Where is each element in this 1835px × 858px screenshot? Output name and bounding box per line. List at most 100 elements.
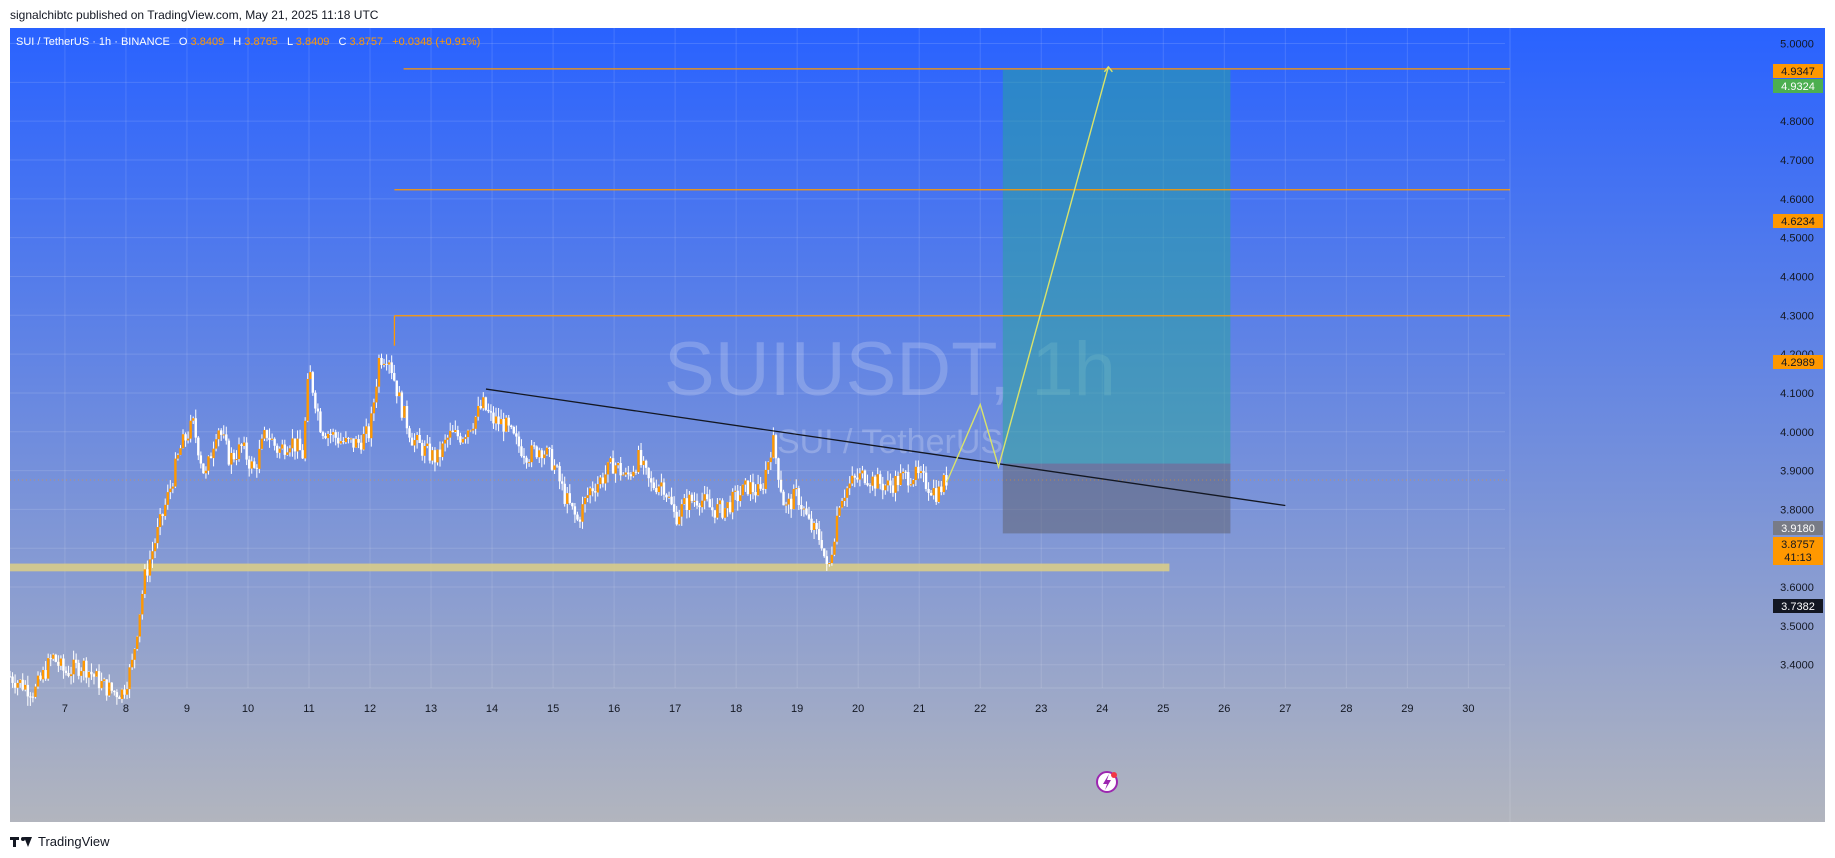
candle-body: [739, 495, 742, 502]
candle-body: [207, 456, 210, 471]
candle-body: [464, 437, 467, 439]
candle-body: [774, 435, 778, 459]
candle-body: [812, 523, 816, 530]
candle-body: [232, 452, 236, 460]
x-tick-label: 7: [62, 703, 68, 715]
candle-body: [858, 473, 862, 480]
legend-open-label: O: [179, 36, 188, 48]
candle-body: [148, 559, 152, 576]
candle-body: [339, 441, 342, 444]
candle-body: [543, 454, 546, 459]
flash-event-icon[interactable]: [1096, 771, 1118, 793]
candle-body: [639, 450, 643, 466]
candle-body: [370, 413, 373, 439]
axes: 5.00004.90004.80004.70004.60004.50004.40…: [10, 28, 1814, 822]
candle-body: [235, 459, 238, 461]
candle-body: [217, 430, 220, 440]
price-tag-4-2989-text: 4.2989: [1781, 357, 1815, 369]
candle-body: [192, 418, 195, 421]
candle-body: [18, 679, 22, 683]
candle-body: [357, 439, 360, 443]
candle-body: [303, 420, 307, 459]
candle-body: [377, 357, 381, 387]
candle-body: [410, 437, 414, 446]
descending-trendline: [485, 388, 1286, 507]
zones: [10, 69, 1231, 572]
legend-low-value: 3.8409: [296, 36, 330, 48]
candle-body: [861, 470, 864, 474]
candle-body: [141, 593, 144, 615]
long-position-target-zone: [1002, 69, 1231, 464]
horizontal-levels[interactable]: [10, 68, 1510, 481]
candle-body: [932, 488, 935, 496]
tradingview-brand[interactable]: TradingView: [10, 834, 110, 849]
candle-body: [504, 417, 508, 432]
x-tick-label: 17: [669, 703, 681, 715]
candle-body: [548, 447, 551, 450]
candle-body: [517, 436, 521, 447]
candle-body: [314, 392, 317, 409]
candle-body: [665, 494, 668, 498]
candle-body: [146, 569, 149, 576]
legend-high-value: 3.8765: [244, 36, 278, 48]
candle-body: [889, 480, 892, 486]
candle-body: [838, 507, 841, 516]
candle-body: [634, 471, 638, 473]
candle-body: [555, 465, 559, 467]
chart-panel[interactable]: SUIUSDT, 1h SUI / TetherUS 5.00004.90004…: [8, 28, 1825, 822]
candle-body: [275, 445, 279, 453]
candle-body: [627, 472, 630, 475]
candle-body: [586, 495, 589, 499]
y-tick-label: 3.5000: [1780, 621, 1814, 633]
candle-body: [851, 475, 854, 484]
candle-body: [479, 405, 482, 409]
candle-body: [153, 543, 157, 552]
candle-body: [879, 474, 882, 484]
candle-body: [291, 438, 294, 449]
candle-body: [764, 469, 767, 490]
candle-body: [319, 411, 322, 433]
published-text: signalchibtc published on TradingView.co…: [10, 8, 379, 22]
candle-body: [11, 676, 14, 683]
x-tick-label: 25: [1157, 703, 1169, 715]
candle-body: [225, 434, 228, 441]
price-chart[interactable]: SUIUSDT, 1h SUI / TetherUS 5.00004.90004…: [8, 28, 1825, 822]
candle-body: [283, 444, 287, 455]
candle-body: [214, 439, 218, 449]
candle-body: [431, 450, 434, 461]
candle-body: [400, 392, 404, 418]
candle-body: [359, 442, 363, 450]
y-tick-label: 3.9000: [1780, 466, 1814, 478]
candle-body: [423, 445, 426, 456]
candle-body: [296, 438, 299, 452]
y-tick-label: 4.3000: [1780, 310, 1814, 322]
price-tag-3-9180: 3.9180: [1773, 521, 1823, 535]
candle-body: [622, 474, 625, 476]
candle-body: [642, 460, 645, 466]
candle-body: [940, 486, 943, 493]
candle-body: [583, 498, 587, 505]
candle-body: [611, 458, 615, 474]
legend-open-value: 3.8409: [191, 36, 225, 48]
candle-body: [721, 500, 724, 518]
candle-body: [510, 425, 513, 428]
candle-body: [573, 506, 577, 515]
price-tag-4-6234: 4.6234: [1773, 214, 1823, 228]
candle-body: [82, 660, 85, 672]
x-tick-label: 27: [1279, 703, 1291, 715]
publish-header: signalchibtc published on TradingView.co…: [0, 0, 1835, 28]
candle-body: [815, 523, 818, 530]
candle-body: [415, 435, 419, 441]
x-tick-label: 24: [1096, 703, 1108, 715]
drawings[interactable]: [485, 65, 1286, 507]
candle-body: [74, 659, 78, 663]
candle-body: [736, 490, 739, 502]
candle-body: [522, 456, 526, 458]
x-tick-label: 11: [303, 703, 314, 715]
candle-body: [507, 417, 510, 426]
candle-body: [538, 450, 541, 458]
candle-body: [57, 661, 60, 666]
candle-body: [176, 454, 180, 459]
candle-body: [901, 471, 905, 474]
candle-body: [655, 488, 658, 493]
